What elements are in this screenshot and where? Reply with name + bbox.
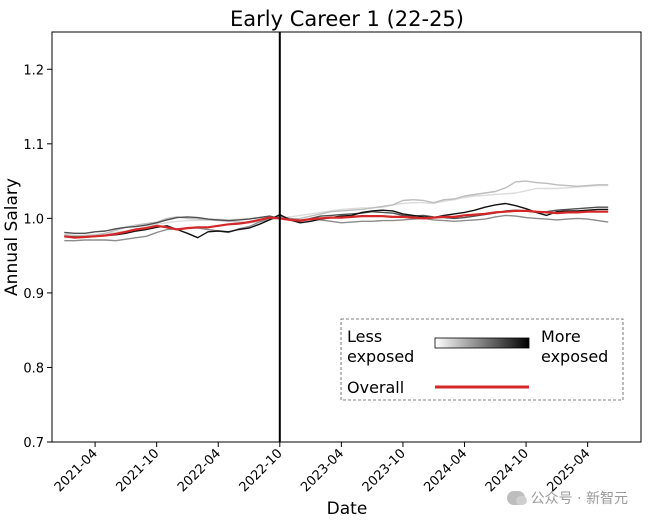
legend-more-exposed-line1: More: [541, 327, 581, 346]
y-axis: 0.7 0.8 0.9 1.0 1.1 1.2: [23, 63, 52, 451]
x-tick-label: 2022-10: [237, 446, 286, 495]
legend-exposure-gradient: [434, 337, 530, 349]
x-tick-label: 2022-04: [175, 446, 224, 495]
y-tick-label: 1.1: [23, 138, 44, 153]
chart-title: Early Career 1 (22-25): [230, 7, 464, 31]
wechat-icon: [506, 491, 527, 505]
plot-frame: [51, 31, 642, 443]
legend: Less exposed More exposed Overall: [340, 318, 624, 401]
y-tick-label: 1.0: [23, 212, 44, 227]
watermark-text: 公众号 · 新智元: [530, 491, 628, 507]
watermark: 公众号 · 新智元: [506, 488, 628, 508]
x-tick-label: 2021-10: [113, 446, 162, 495]
x-axis-label: Date: [327, 499, 368, 519]
series-line: [64, 214, 609, 242]
y-tick-label: 0.7: [23, 436, 44, 451]
y-tick-label: 0.9: [23, 287, 44, 302]
y-tick-label: 1.2: [23, 63, 44, 78]
legend-less-exposed-line1: Less: [347, 327, 382, 346]
x-tick-label: 2024-04: [421, 446, 470, 495]
series-lines: [64, 180, 609, 242]
x-tick-label: 2021-04: [52, 446, 101, 495]
legend-more-exposed-line2: exposed: [541, 347, 608, 366]
x-tick-label: 2023-04: [298, 446, 347, 495]
legend-less-exposed-line2: exposed: [347, 347, 414, 366]
series-line: [64, 184, 609, 239]
y-axis-label: Annual Salary: [2, 178, 22, 296]
legend-overall-label: Overall: [347, 378, 404, 397]
series-line: [64, 180, 609, 237]
series-line: [64, 202, 609, 239]
x-tick-label: 2023-10: [360, 446, 409, 495]
series-line: [64, 209, 609, 239]
y-tick-label: 0.8: [23, 361, 44, 376]
